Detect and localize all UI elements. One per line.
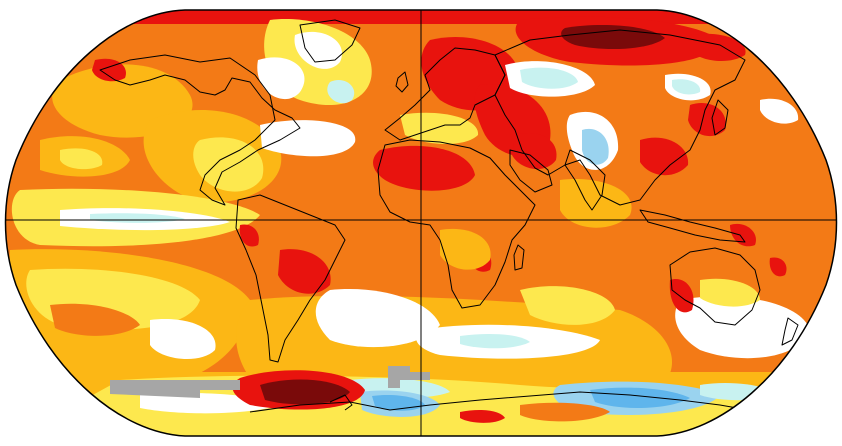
africa-outline (377, 139, 536, 309)
uk-outline (395, 71, 409, 93)
south-america-red-west (239, 224, 259, 247)
indonesia-red (730, 223, 756, 247)
antarctic-peninsula-outline (329, 394, 353, 411)
south-pacific-orange (50, 303, 140, 336)
no-data-patch-west (110, 380, 240, 398)
arabia-outline (509, 149, 553, 193)
antarctic-darkred (260, 379, 350, 405)
africa-yellow (400, 112, 479, 145)
north-america-yellow (193, 137, 264, 192)
north-atlantic-cyan (327, 80, 355, 104)
south-america-red (278, 249, 331, 294)
atlantic-white (260, 120, 356, 157)
china-red (640, 137, 689, 176)
madagascar-outline (513, 244, 525, 271)
central-asia-cyan (520, 67, 578, 89)
arctic-asia-red-east (690, 33, 746, 62)
middle-east-red (512, 132, 557, 170)
australia-red (669, 279, 694, 313)
north-pacific-white (760, 98, 799, 124)
antarctic-cyan-east (700, 383, 775, 401)
antarctic-blue-east-core (590, 387, 690, 408)
india-outline (564, 149, 606, 211)
australia-outline (669, 247, 761, 326)
indian-ocean-yellow (520, 286, 615, 325)
antarctic-red-small (460, 410, 505, 423)
siberia-darkred (561, 25, 665, 50)
canada-white (257, 57, 305, 100)
tasman-white (675, 296, 810, 359)
japan-outline (711, 99, 729, 136)
pacific-yellow-patch (60, 148, 103, 170)
africa-south-gold (440, 228, 491, 270)
no-data-patch-east (388, 366, 430, 388)
southern-ocean-cyan (460, 334, 530, 349)
japan-red (688, 102, 726, 137)
australia-east-red (769, 257, 787, 277)
antarctic-orange (520, 402, 610, 422)
antarctica-outline (249, 391, 761, 413)
greenland-white (294, 31, 342, 69)
south-atlantic-white (315, 289, 440, 348)
greenland-outline (299, 19, 361, 63)
east-asia-cyan (672, 79, 701, 95)
south-america-outline (235, 194, 346, 363)
asia-outline (494, 29, 746, 206)
indian-ocean-gold (560, 179, 632, 228)
north-africa-red (373, 145, 475, 191)
north-america-outline (99, 54, 301, 206)
south-pacific-white (150, 319, 216, 360)
new-zealand-outline (781, 317, 799, 346)
globe-outline (4, 9, 838, 437)
tasman-yellow (700, 278, 760, 307)
tibet-blue (582, 128, 609, 165)
